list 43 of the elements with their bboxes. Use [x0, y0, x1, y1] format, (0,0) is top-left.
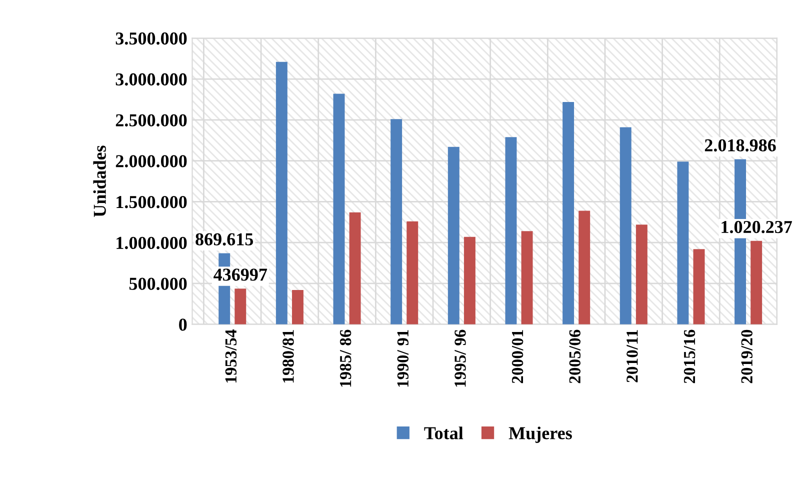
- x-tick-label: 2010/11: [626, 330, 638, 382]
- bar: [521, 231, 533, 324]
- x-tick-label: 1990/ 91: [397, 330, 409, 387]
- x-tick-label: 2019/20: [741, 330, 752, 384]
- bar: [677, 162, 689, 324]
- bar: [349, 212, 361, 324]
- x-tick-label: 1953/54: [225, 330, 237, 383]
- bar: [464, 236, 476, 324]
- x-tick-label: 2000/01: [512, 330, 524, 384]
- y-tick-label: 2.500.000: [116, 114, 187, 126]
- bar: [750, 240, 762, 324]
- bar: [292, 290, 304, 324]
- x-tick-label: 1995/ 96: [454, 330, 466, 387]
- bar: [234, 288, 246, 324]
- data-label: 1.020.237: [722, 220, 792, 234]
- x-tick-label: 1980/81: [282, 330, 294, 383]
- bar: [406, 221, 418, 324]
- bar: [620, 127, 632, 324]
- data-label: 2.018.986: [704, 139, 776, 152]
- data-label: 869.615: [196, 233, 254, 246]
- bar: [333, 94, 345, 324]
- bar: [390, 119, 402, 324]
- bar: [276, 62, 288, 324]
- bar: [562, 102, 574, 324]
- y-tick-label: 3.500.000: [116, 32, 187, 45]
- bar: [578, 210, 590, 324]
- bar: [448, 146, 460, 324]
- data-label: 436997: [214, 268, 268, 281]
- bar: [505, 137, 517, 324]
- y-axis-title: Unidades: [93, 146, 106, 217]
- x-tick-label: 1985/ 86: [340, 330, 352, 387]
- y-tick-label: 2.000.000: [116, 155, 187, 168]
- bar: [693, 249, 705, 324]
- y-tick-label: 3.000.000: [116, 73, 187, 86]
- x-tick-label: 2015/16: [684, 330, 696, 384]
- y-tick-label: 0: [179, 318, 187, 331]
- y-tick-label: 1.000.000: [116, 236, 187, 250]
- y-tick-label: 1.500.000: [116, 196, 187, 208]
- legend-label: Mujeres: [508, 426, 572, 443]
- legend-label: Total: [424, 426, 464, 440]
- x-tick-label: 2005/06: [569, 330, 580, 384]
- y-tick-label: 500.000: [129, 278, 187, 290]
- bar: [636, 224, 648, 324]
